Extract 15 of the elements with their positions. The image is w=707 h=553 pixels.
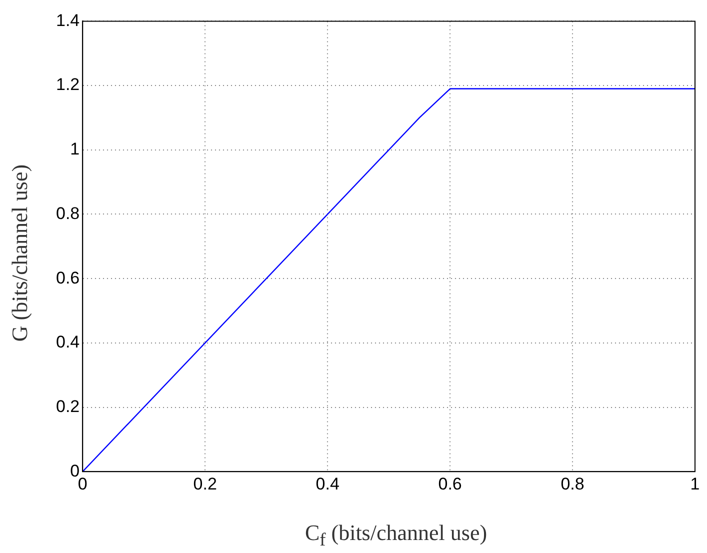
x-axis-title: C$_{f}$ (bits/channel use) <box>304 520 488 550</box>
x-tick-label: 0.8 <box>560 474 584 494</box>
y-tick-label: 0.4 <box>56 332 80 352</box>
y-axis-title: G (bits/channel use) <box>7 164 33 342</box>
y-tick-label: 0 <box>70 461 80 480</box>
y-tick-label: 0.2 <box>56 396 80 416</box>
x-tick-label: 0.4 <box>316 474 340 494</box>
y-tick-label: 1.4 <box>56 10 80 30</box>
y-tick-label: 0.8 <box>56 204 80 223</box>
y-tick-label: 0.6 <box>56 268 80 288</box>
x-tick-label: 1 <box>690 474 700 494</box>
x-tick-label: 0.6 <box>438 474 462 494</box>
x-tick-label: 0.2 <box>193 474 217 494</box>
y-tick-label: 1.2 <box>56 75 80 94</box>
y-tick-label: 1 <box>70 140 80 159</box>
